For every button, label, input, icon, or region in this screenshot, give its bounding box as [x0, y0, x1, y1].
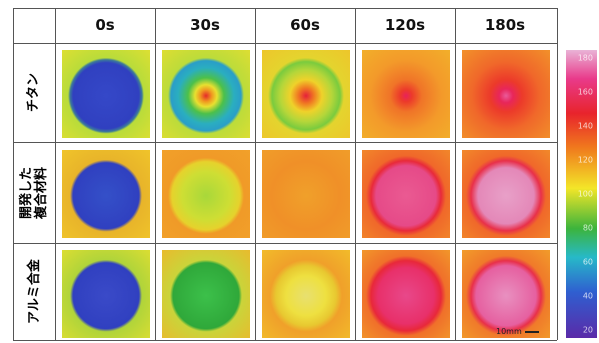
thermal-image — [62, 150, 150, 238]
figure: 0s 30s 60s 120s 180s チタン 開発した複合材料 アルミ合金 … — [0, 0, 599, 343]
colorbar-label: 140 — [578, 122, 593, 131]
border — [355, 8, 356, 340]
scale-bar-label: 10mm — [496, 327, 522, 336]
border — [255, 8, 256, 340]
column-header: 60s — [255, 8, 355, 43]
colorbar-label: 180 — [578, 54, 593, 63]
border — [13, 243, 557, 244]
thermal-image — [362, 150, 450, 238]
border — [13, 340, 557, 341]
thermal-image — [62, 250, 150, 338]
colorbar-label: 160 — [578, 88, 593, 97]
thermal-image — [162, 250, 250, 338]
thermal-image — [262, 250, 350, 338]
column-header: 0s — [55, 8, 155, 43]
colorbar-label: 60 — [583, 258, 593, 267]
row-label: 開発した複合材料 — [13, 142, 55, 243]
thermal-image — [162, 50, 250, 138]
row-label: アルミ合金 — [13, 243, 55, 340]
colorbar-label: 120 — [578, 156, 593, 165]
thermal-image — [362, 50, 450, 138]
border — [155, 8, 156, 340]
scale-bar: 10mm — [496, 327, 539, 336]
thermal-image — [162, 150, 250, 238]
border — [455, 8, 456, 340]
thermal-image — [462, 50, 550, 138]
row-label: チタン — [13, 43, 55, 142]
border — [13, 142, 557, 143]
row-label-text: 開発した — [19, 166, 34, 218]
row-label-text: アルミ合金 — [27, 259, 42, 324]
row-label-text: 複合材料 — [34, 166, 49, 218]
thermal-image — [262, 150, 350, 238]
thermal-image — [62, 50, 150, 138]
column-header: 30s — [155, 8, 255, 43]
column-header: 180s — [455, 8, 555, 43]
thermal-image — [462, 250, 550, 338]
thermal-image — [262, 50, 350, 138]
border — [55, 8, 56, 340]
colorbar-label: 100 — [578, 190, 593, 199]
scale-bar-line — [525, 331, 539, 333]
border — [557, 8, 558, 340]
row-label-text: チタン — [26, 73, 41, 112]
colorbar-label: 20 — [583, 326, 593, 335]
colorbar-label: 40 — [583, 292, 593, 301]
column-header: 120s — [355, 8, 455, 43]
thermal-image — [362, 250, 450, 338]
thermal-image — [462, 150, 550, 238]
colorbar: 180 160 140 120 100 80 60 40 20 — [566, 50, 597, 338]
colorbar-label: 80 — [583, 224, 593, 233]
border — [13, 43, 557, 44]
